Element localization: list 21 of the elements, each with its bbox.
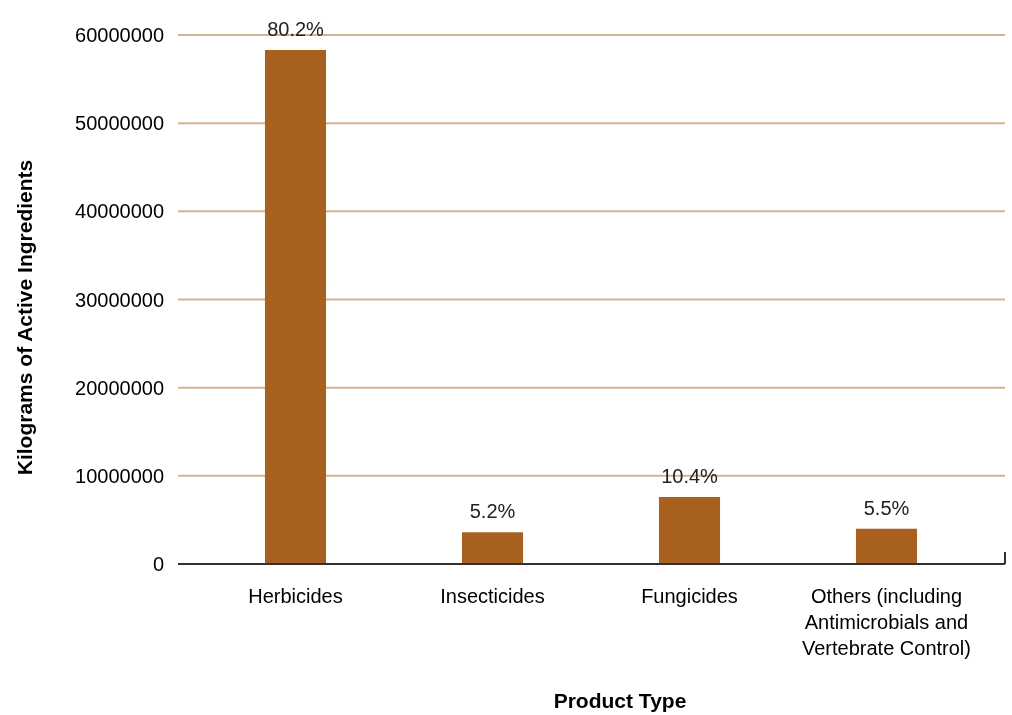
x-tick-label: Others (including Antimicrobials and Vertebrate Control) [802,585,971,659]
y-tick-label: 30000000 [75,288,164,311]
y-tick-label: 50000000 [75,112,164,135]
x-tick-label: Herbicides [248,585,343,607]
annotation: 5.5% [863,496,910,519]
y-tick-label: 40000000 [75,200,164,223]
annotation: 5.2% [469,500,516,523]
y-tick-label: 20000000 [75,376,164,399]
annotation: 10.4% [661,464,719,487]
y-tick-label: 0 [152,553,164,575]
bar [855,528,918,564]
x-axis-title: Product Type [553,689,687,712]
x-tick-label: Insecticides [440,585,545,607]
x-tick-label: Fungicides [641,585,738,607]
y-tick-label: 60000000 [75,24,164,46]
bar [461,532,524,564]
y-axis-title: Kilograms of Active Ingredients [13,159,36,476]
y-tick-label: 10000000 [75,464,164,487]
bar [264,49,327,564]
annotation: 80.2% [267,17,325,40]
bar [658,496,721,564]
